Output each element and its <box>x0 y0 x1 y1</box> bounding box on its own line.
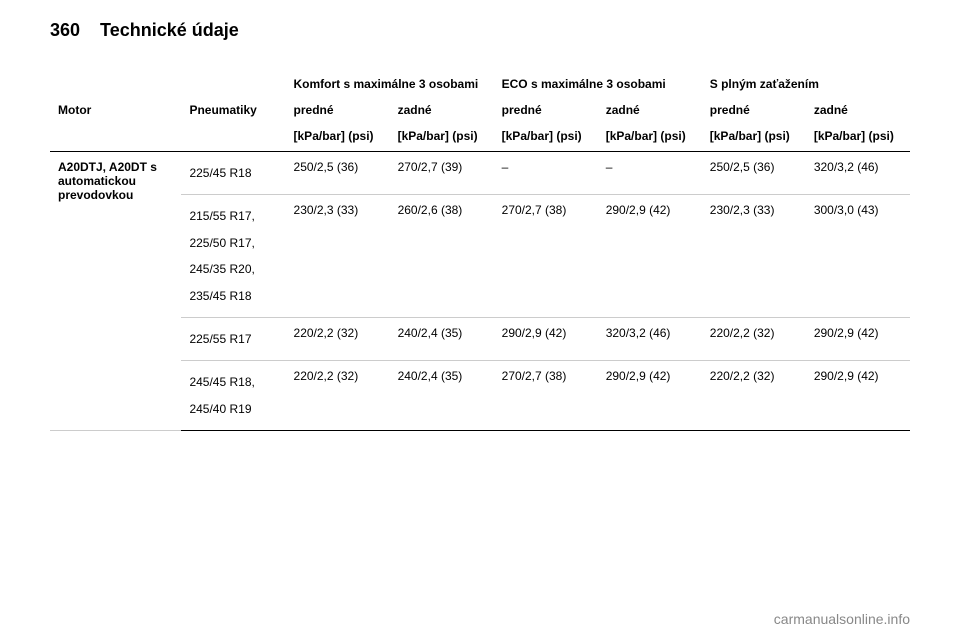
cell-tires: 215/55 R17,225/50 R17,245/35 R20,235/45 … <box>181 195 285 318</box>
header-rear: zadné <box>598 97 702 123</box>
header-blank <box>181 71 285 97</box>
cell-motor: A20DTJ, A20DT s automatickou prevodovkou <box>50 152 181 431</box>
header-unit: [kPa/bar] (psi) <box>702 123 806 152</box>
header-unit: [kPa/bar] (psi) <box>806 123 910 152</box>
page-number: 360 <box>50 20 80 41</box>
header-front: predné <box>702 97 806 123</box>
header-full: S plným zaťažením <box>702 71 910 97</box>
header-front: predné <box>286 97 390 123</box>
cell-value: 220/2,2 (32) <box>286 317 390 360</box>
tire-pressure-table: Komfort s maximálne 3 osobami ECO s maxi… <box>50 71 910 431</box>
header-blank <box>50 71 181 97</box>
cell-value: – <box>494 152 598 195</box>
cell-value: 250/2,5 (36) <box>702 152 806 195</box>
cell-value: 320/3,2 (46) <box>806 152 910 195</box>
cell-value: 290/2,9 (42) <box>598 361 702 431</box>
cell-tires: 225/55 R17 <box>181 317 285 360</box>
cell-value: – <box>598 152 702 195</box>
cell-value: 270/2,7 (38) <box>494 361 598 431</box>
cell-value: 270/2,7 (39) <box>390 152 494 195</box>
header-unit: [kPa/bar] (psi) <box>494 123 598 152</box>
cell-value: 250/2,5 (36) <box>286 152 390 195</box>
cell-value: 220/2,2 (32) <box>702 361 806 431</box>
header-tires: Pneumatiky <box>181 97 285 123</box>
cell-value: 220/2,2 (32) <box>702 317 806 360</box>
cell-tires: 225/45 R18 <box>181 152 285 195</box>
cell-value: 240/2,4 (35) <box>390 317 494 360</box>
cell-value: 290/2,9 (42) <box>494 317 598 360</box>
cell-value: 300/3,0 (43) <box>806 195 910 318</box>
cell-tires: 245/45 R18,245/40 R19 <box>181 361 285 431</box>
chapter-title: Technické údaje <box>100 20 239 41</box>
cell-value: 240/2,4 (35) <box>390 361 494 431</box>
cell-value: 320/3,2 (46) <box>598 317 702 360</box>
header-unit: [kPa/bar] (psi) <box>286 123 390 152</box>
cell-value: 220/2,2 (32) <box>286 361 390 431</box>
header-blank <box>50 123 181 152</box>
header-blank <box>181 123 285 152</box>
cell-value: 260/2,6 (38) <box>390 195 494 318</box>
cell-value: 230/2,3 (33) <box>702 195 806 318</box>
cell-value: 290/2,9 (42) <box>598 195 702 318</box>
cell-value: 290/2,9 (42) <box>806 361 910 431</box>
header-motor: Motor <box>50 97 181 123</box>
header-unit: [kPa/bar] (psi) <box>598 123 702 152</box>
watermark: carmanualsonline.info <box>774 611 910 627</box>
header-eco: ECO s maximálne 3 osobami <box>494 71 702 97</box>
cell-value: 270/2,7 (38) <box>494 195 598 318</box>
header-unit: [kPa/bar] (psi) <box>390 123 494 152</box>
header-rear: zadné <box>806 97 910 123</box>
cell-value: 230/2,3 (33) <box>286 195 390 318</box>
header-comfort: Komfort s maximálne 3 osobami <box>286 71 494 97</box>
header-front: predné <box>494 97 598 123</box>
header-rear: zadné <box>390 97 494 123</box>
cell-value: 290/2,9 (42) <box>806 317 910 360</box>
